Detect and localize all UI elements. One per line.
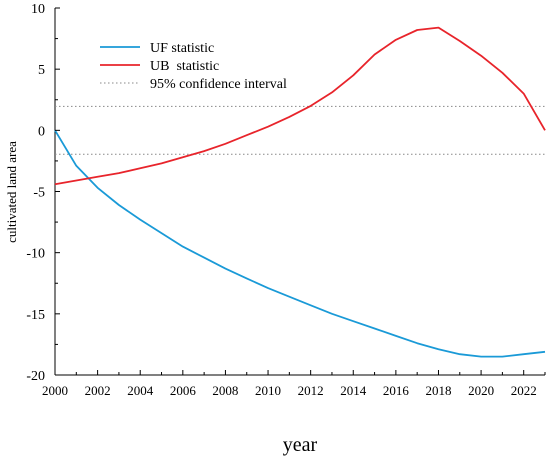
y-tick-label: -20 <box>26 369 45 384</box>
x-tick-label: 2006 <box>170 383 197 398</box>
y-tick-label: -15 <box>26 308 45 323</box>
plot-area <box>54 8 545 376</box>
x-tick-label: 2010 <box>255 383 281 398</box>
x-tick-label: 2016 <box>383 383 410 398</box>
x-tick-label: 2002 <box>85 383 111 398</box>
legend-label-ci: 95% confidence interval <box>150 77 287 92</box>
series-line-uf <box>54 129 546 358</box>
x-tick-label: 2004 <box>127 383 154 398</box>
legend: UF statistic UB statistic 95% confidence… <box>100 41 287 92</box>
x-tick-label: 2012 <box>298 383 324 398</box>
x-tick-label: 2020 <box>468 383 494 398</box>
y-tick-label: 0 <box>38 124 45 139</box>
x-tick-label: 2022 <box>511 383 537 398</box>
confidence-lines <box>55 105 545 155</box>
series-layer <box>54 26 546 358</box>
legend-label-ub: UB statistic <box>150 59 219 74</box>
x-tick-label: 2000 <box>42 383 68 398</box>
y-tick-label: 10 <box>31 2 45 17</box>
y-tick-label: -5 <box>33 186 45 201</box>
x-tick-label: 2018 <box>425 383 451 398</box>
x-axis-label: year <box>283 434 318 456</box>
y-ticks: 10 5 0 -5 -10 -15 -20 <box>26 2 60 384</box>
y-tick-label: -10 <box>26 247 45 262</box>
series-line-ub <box>54 26 546 186</box>
legend-label-uf: UF statistic <box>150 41 214 56</box>
x-tick-label: 2014 <box>340 383 367 398</box>
x-tick-label: 2008 <box>212 383 238 398</box>
x-ticks: 2000 2002 2004 2006 2008 2010 2012 2014 2016 2018… <box>42 370 546 398</box>
y-tick-label: 5 <box>38 63 45 78</box>
y-axis-label: cultivated land area <box>4 141 19 243</box>
